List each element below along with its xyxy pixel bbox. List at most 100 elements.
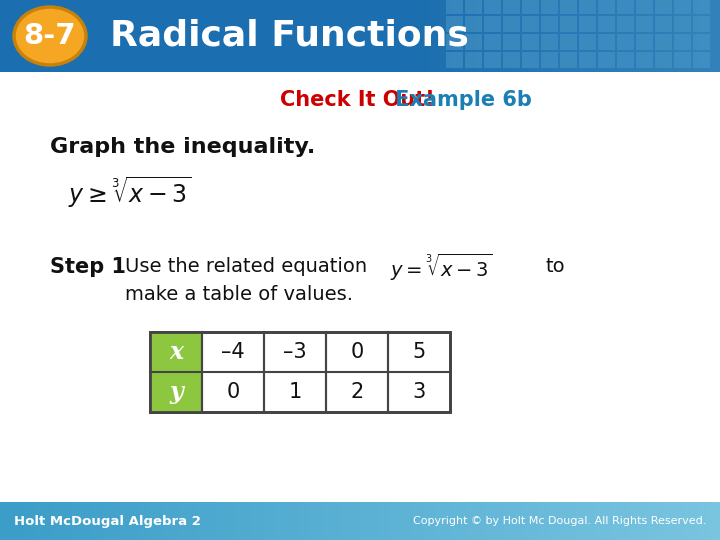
FancyBboxPatch shape bbox=[270, 502, 271, 540]
FancyBboxPatch shape bbox=[205, 502, 206, 540]
FancyBboxPatch shape bbox=[408, 502, 409, 540]
FancyBboxPatch shape bbox=[655, 0, 672, 14]
FancyBboxPatch shape bbox=[516, 502, 517, 540]
FancyBboxPatch shape bbox=[19, 502, 20, 540]
FancyBboxPatch shape bbox=[481, 502, 482, 540]
FancyBboxPatch shape bbox=[562, 502, 563, 540]
FancyBboxPatch shape bbox=[356, 502, 357, 540]
FancyBboxPatch shape bbox=[484, 0, 501, 14]
FancyBboxPatch shape bbox=[575, 0, 580, 72]
FancyBboxPatch shape bbox=[412, 502, 413, 540]
FancyBboxPatch shape bbox=[283, 502, 284, 540]
FancyBboxPatch shape bbox=[4, 502, 5, 540]
FancyBboxPatch shape bbox=[399, 502, 400, 540]
Text: x: x bbox=[169, 340, 183, 364]
FancyBboxPatch shape bbox=[679, 502, 680, 540]
FancyBboxPatch shape bbox=[196, 502, 197, 540]
FancyBboxPatch shape bbox=[589, 502, 590, 540]
FancyBboxPatch shape bbox=[321, 502, 322, 540]
FancyBboxPatch shape bbox=[472, 0, 477, 72]
Text: to: to bbox=[545, 258, 564, 276]
FancyBboxPatch shape bbox=[526, 502, 527, 540]
FancyBboxPatch shape bbox=[528, 502, 529, 540]
FancyBboxPatch shape bbox=[208, 502, 209, 540]
FancyBboxPatch shape bbox=[219, 502, 220, 540]
FancyBboxPatch shape bbox=[164, 502, 165, 540]
FancyBboxPatch shape bbox=[693, 34, 710, 50]
FancyBboxPatch shape bbox=[63, 502, 64, 540]
FancyBboxPatch shape bbox=[92, 502, 93, 540]
FancyBboxPatch shape bbox=[654, 502, 655, 540]
Text: $y = \sqrt[3]{x-3}$: $y = \sqrt[3]{x-3}$ bbox=[390, 252, 492, 282]
FancyBboxPatch shape bbox=[126, 502, 127, 540]
Ellipse shape bbox=[14, 7, 86, 65]
FancyBboxPatch shape bbox=[672, 502, 673, 540]
FancyBboxPatch shape bbox=[190, 502, 191, 540]
FancyBboxPatch shape bbox=[46, 502, 47, 540]
FancyBboxPatch shape bbox=[498, 502, 499, 540]
FancyBboxPatch shape bbox=[685, 502, 686, 540]
FancyBboxPatch shape bbox=[648, 502, 649, 540]
FancyBboxPatch shape bbox=[60, 502, 61, 540]
FancyBboxPatch shape bbox=[185, 502, 186, 540]
Text: make a table of values.: make a table of values. bbox=[125, 286, 353, 305]
FancyBboxPatch shape bbox=[293, 502, 294, 540]
FancyBboxPatch shape bbox=[641, 502, 642, 540]
FancyBboxPatch shape bbox=[592, 502, 593, 540]
FancyBboxPatch shape bbox=[601, 502, 602, 540]
FancyBboxPatch shape bbox=[493, 502, 494, 540]
FancyBboxPatch shape bbox=[315, 502, 316, 540]
FancyBboxPatch shape bbox=[549, 502, 550, 540]
FancyBboxPatch shape bbox=[541, 502, 542, 540]
FancyBboxPatch shape bbox=[663, 502, 664, 540]
FancyBboxPatch shape bbox=[68, 502, 69, 540]
FancyBboxPatch shape bbox=[532, 502, 533, 540]
FancyBboxPatch shape bbox=[403, 502, 404, 540]
FancyBboxPatch shape bbox=[319, 502, 320, 540]
FancyBboxPatch shape bbox=[560, 502, 561, 540]
FancyBboxPatch shape bbox=[249, 502, 250, 540]
FancyBboxPatch shape bbox=[118, 502, 119, 540]
FancyBboxPatch shape bbox=[627, 502, 628, 540]
FancyBboxPatch shape bbox=[405, 502, 406, 540]
FancyBboxPatch shape bbox=[656, 502, 657, 540]
FancyBboxPatch shape bbox=[147, 502, 148, 540]
FancyBboxPatch shape bbox=[310, 502, 311, 540]
FancyBboxPatch shape bbox=[508, 502, 509, 540]
FancyBboxPatch shape bbox=[416, 502, 417, 540]
FancyBboxPatch shape bbox=[221, 502, 222, 540]
FancyBboxPatch shape bbox=[102, 502, 103, 540]
FancyBboxPatch shape bbox=[617, 34, 634, 50]
FancyBboxPatch shape bbox=[425, 502, 426, 540]
FancyBboxPatch shape bbox=[536, 0, 542, 72]
FancyBboxPatch shape bbox=[329, 502, 330, 540]
FancyBboxPatch shape bbox=[105, 502, 106, 540]
FancyBboxPatch shape bbox=[486, 502, 487, 540]
FancyBboxPatch shape bbox=[494, 502, 495, 540]
FancyBboxPatch shape bbox=[31, 502, 32, 540]
FancyBboxPatch shape bbox=[515, 0, 521, 72]
FancyBboxPatch shape bbox=[561, 502, 562, 540]
FancyBboxPatch shape bbox=[133, 502, 134, 540]
FancyBboxPatch shape bbox=[335, 502, 336, 540]
FancyBboxPatch shape bbox=[534, 502, 535, 540]
Text: Copyright © by Holt Mc Dougal. All Rights Reserved.: Copyright © by Holt Mc Dougal. All Right… bbox=[413, 516, 706, 526]
FancyBboxPatch shape bbox=[25, 502, 26, 540]
FancyBboxPatch shape bbox=[139, 502, 140, 540]
FancyBboxPatch shape bbox=[342, 502, 343, 540]
FancyBboxPatch shape bbox=[682, 502, 683, 540]
FancyBboxPatch shape bbox=[12, 502, 13, 540]
FancyBboxPatch shape bbox=[557, 502, 558, 540]
FancyBboxPatch shape bbox=[674, 16, 691, 32]
FancyBboxPatch shape bbox=[236, 502, 237, 540]
FancyBboxPatch shape bbox=[595, 502, 596, 540]
FancyBboxPatch shape bbox=[636, 16, 653, 32]
FancyBboxPatch shape bbox=[230, 502, 231, 540]
FancyBboxPatch shape bbox=[156, 502, 157, 540]
FancyBboxPatch shape bbox=[545, 502, 546, 540]
FancyBboxPatch shape bbox=[510, 0, 515, 72]
FancyBboxPatch shape bbox=[7, 502, 8, 540]
FancyBboxPatch shape bbox=[143, 502, 144, 540]
FancyBboxPatch shape bbox=[447, 502, 448, 540]
FancyBboxPatch shape bbox=[199, 502, 200, 540]
